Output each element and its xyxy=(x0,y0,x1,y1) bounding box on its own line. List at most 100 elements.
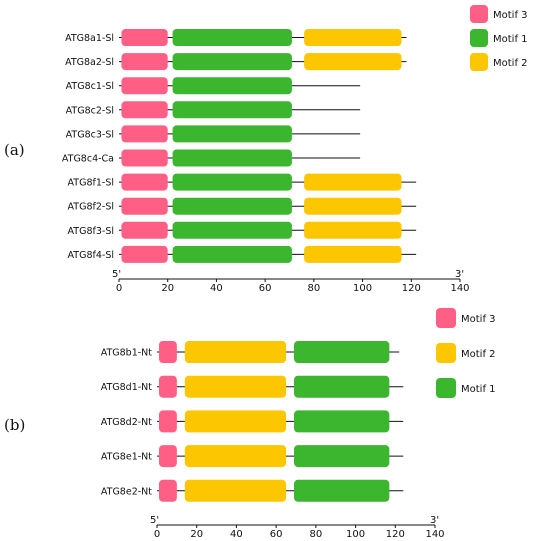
motif-2-box xyxy=(304,29,402,46)
sequence-row: ATG8c2-Sl xyxy=(66,101,361,119)
legend-swatch-motif-2 xyxy=(470,53,488,71)
motif-2-box xyxy=(304,173,402,191)
sequence-name: ATG8c1-Sl xyxy=(66,81,114,92)
panel-a: (a) ATG8a1-Sl ATG8a2-Sl ATG8c1-Sl ATG8c2-Sl A… xyxy=(4,5,528,294)
axis-tick-label: 80 xyxy=(309,529,322,540)
panel-label: (a) xyxy=(4,141,25,159)
motif-3-box xyxy=(158,479,177,502)
legend-label: Motif 3 xyxy=(461,314,496,325)
legend-label: Motif 1 xyxy=(461,384,496,395)
sequence-name: ATG8b1-Nt xyxy=(101,348,153,359)
sequence-name: ATG8f1-Sl xyxy=(68,178,114,189)
legend-label: Motif 2 xyxy=(493,58,528,69)
sequence-row: ATG8f4-Sl xyxy=(68,245,417,263)
sequence-name: ATG8c2-Sl xyxy=(66,105,114,116)
sequence-name: ATG8f3-Sl xyxy=(68,226,114,237)
motif-1-box xyxy=(294,445,390,468)
sequence-name: ATG8c3-Sl xyxy=(66,129,114,140)
axis-3prime-label: 3' xyxy=(455,269,464,280)
sequence-row: ATG8f3-Sl xyxy=(68,221,417,239)
motif-1-box xyxy=(294,341,390,363)
axis-tick-label: 20 xyxy=(161,283,174,294)
legend-swatch-motif-1 xyxy=(436,378,456,398)
motif-2-box xyxy=(184,410,287,433)
sequence-row: ATG8e2-Nt xyxy=(101,479,404,502)
sequence-row: ATG8f1-Sl xyxy=(68,173,417,191)
axis-tick-label: 80 xyxy=(307,283,320,294)
sequence-name: ATG8e2-Nt xyxy=(101,486,152,497)
sequence-row: ATG8a2-Sl xyxy=(65,53,407,71)
motif-1-box xyxy=(172,77,292,95)
motif-3-box xyxy=(158,410,177,433)
legend: Motif 3 Motif 1 Motif 2 xyxy=(470,5,528,71)
legend-swatch-motif-1 xyxy=(470,29,488,47)
legend-label: Motif 2 xyxy=(461,349,496,360)
sequence-row: ATG8d1-Nt xyxy=(101,375,404,398)
motif-3-box xyxy=(121,173,168,191)
axis-tick-label: 120 xyxy=(402,283,421,294)
motif-3-box xyxy=(121,149,168,167)
motif-3-box xyxy=(121,125,168,143)
motif-1-box xyxy=(172,173,292,191)
axis-5prime-label: 5' xyxy=(150,515,159,526)
axis-tick-label: 0 xyxy=(154,529,160,540)
length-axis: 5' 3' 0 20 40 60 80 100 120 140 xyxy=(112,269,470,294)
motif-2-box xyxy=(184,445,287,468)
motif-2-box xyxy=(304,221,402,239)
sequence-row: ATG8c1-Sl xyxy=(66,77,361,95)
legend-label: Motif 3 xyxy=(493,10,528,21)
sequence-name: ATG8f2-Sl xyxy=(68,202,114,213)
axis-tick-label: 120 xyxy=(386,529,405,540)
motif-3-box xyxy=(121,29,168,46)
motif-3-box xyxy=(121,53,168,71)
axis-tick-label: 140 xyxy=(425,529,444,540)
motif-1-box xyxy=(172,245,292,263)
axis-tick-label: 60 xyxy=(259,283,272,294)
legend-swatch-motif-3 xyxy=(436,308,456,328)
panel-b: (b) ATG8b1-Nt ATG8d1-Nt ATG8d2-Nt ATG8e1-Nt A… xyxy=(4,308,496,540)
motif-1-box xyxy=(172,53,292,71)
axis-tick-label: 20 xyxy=(190,529,203,540)
axis-tick-label: 60 xyxy=(270,529,283,540)
motif-3-box xyxy=(158,375,177,398)
motif-1-box xyxy=(172,197,292,215)
sequence-name: ATG8a2-Sl xyxy=(65,57,114,68)
sequence-row: ATG8f2-Sl xyxy=(68,197,417,215)
motif-2-box xyxy=(184,479,287,502)
sequence-name: ATG8e1-Nt xyxy=(101,452,152,463)
motif-3-box xyxy=(158,341,177,363)
sequence-row: ATG8b1-Nt xyxy=(101,341,400,363)
motif-1-box xyxy=(172,149,292,167)
motif-1-box xyxy=(172,29,292,46)
sequence-name: ATG8c4-Ca xyxy=(62,154,114,165)
motif-1-box xyxy=(172,221,292,239)
axis-tick-label: 40 xyxy=(230,529,243,540)
motif-3-box xyxy=(121,77,168,95)
motif-2-box xyxy=(304,53,402,71)
legend-swatch-motif-3 xyxy=(470,5,488,23)
sequence-row: ATG8d2-Nt xyxy=(101,410,404,433)
motif-3-box xyxy=(121,245,168,263)
axis-tick-label: 0 xyxy=(116,283,122,294)
legend-label: Motif 1 xyxy=(493,34,528,45)
sequence-name: ATG8a1-Sl xyxy=(65,33,114,44)
motif-2-box xyxy=(184,375,287,398)
sequence-name: ATG8d2-Nt xyxy=(101,417,153,428)
sequence-name: ATG8f4-Sl xyxy=(68,250,114,261)
panel-label: (b) xyxy=(4,416,25,434)
motif-2-box xyxy=(184,341,287,363)
sequence-name: ATG8d1-Nt xyxy=(101,382,153,393)
motif-2-box xyxy=(304,197,402,215)
axis-tick-label: 100 xyxy=(346,529,365,540)
axis-5prime-label: 5' xyxy=(112,269,121,280)
sequence-row: ATG8c4-Ca xyxy=(62,149,361,167)
length-axis: 5' 3' 0 20 40 60 80 100 120 140 xyxy=(150,515,445,540)
axis-tick-label: 140 xyxy=(450,283,469,294)
sequence-row: ATG8e1-Nt xyxy=(101,445,404,468)
motif-1-box xyxy=(294,410,390,433)
motif-2-box xyxy=(304,245,402,263)
motif-1-box xyxy=(294,375,390,398)
legend-swatch-motif-2 xyxy=(436,343,456,363)
legend: Motif 3 Motif 2 Motif 1 xyxy=(436,308,496,398)
